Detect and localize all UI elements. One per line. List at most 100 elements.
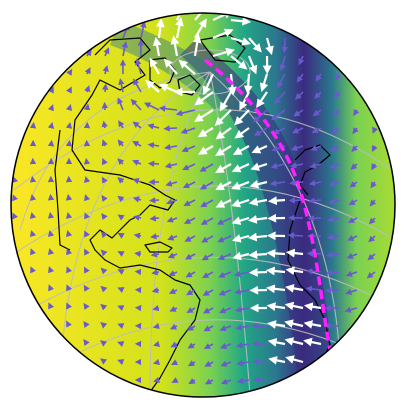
wind-arrow xyxy=(83,321,90,329)
wind-arrow xyxy=(333,91,341,99)
wind-arrow xyxy=(201,235,214,243)
wind-arrow xyxy=(329,162,340,169)
wind-arrow xyxy=(117,341,125,348)
wind-arrow xyxy=(232,251,250,261)
wind-arrow xyxy=(202,289,214,296)
wind-arrow xyxy=(298,55,305,66)
wind-arrow xyxy=(135,58,142,75)
wind-arrow xyxy=(100,340,108,347)
wind-arrow xyxy=(311,127,322,134)
wind-arrow xyxy=(270,162,286,170)
wind-arrow xyxy=(215,181,232,191)
wind-arrow xyxy=(253,376,268,383)
wind-arrow xyxy=(102,157,108,166)
wind-arrow xyxy=(247,55,258,75)
wind-arrow xyxy=(152,305,160,312)
wind-arrow xyxy=(133,214,142,221)
wind-arrow xyxy=(84,85,91,93)
wind-arrow xyxy=(187,360,196,367)
wind-arrow xyxy=(47,121,55,129)
wind-arrow xyxy=(118,120,125,129)
wind-arrow xyxy=(167,234,178,241)
wind-arrow xyxy=(48,86,54,94)
wind-arrow xyxy=(369,199,377,207)
wind-arrow xyxy=(101,194,108,202)
wind-arrow xyxy=(65,121,73,129)
wind-arrow xyxy=(175,109,196,117)
parallel-60 xyxy=(13,109,393,191)
coast-americas-west xyxy=(54,129,71,251)
wind-arrow xyxy=(200,217,214,225)
wind-arrow xyxy=(220,360,232,367)
wind-arrow xyxy=(117,195,125,203)
wind-arrow xyxy=(158,105,178,112)
wind-arrow xyxy=(188,377,196,385)
wind-arrow xyxy=(194,13,208,21)
wind-arrow xyxy=(251,144,268,154)
wind-arrow xyxy=(149,215,160,222)
wind-arrow xyxy=(284,337,304,346)
wind-arrow xyxy=(326,233,340,241)
wind-arrow xyxy=(133,78,142,93)
wind-arrow xyxy=(170,35,180,57)
wind-arrow xyxy=(84,194,91,202)
globe-outline xyxy=(10,12,396,398)
wind-arrow xyxy=(152,36,162,57)
wind-arrow xyxy=(219,91,232,112)
wind-arrow xyxy=(102,65,109,75)
wind-arrow xyxy=(296,73,304,83)
wind-arrow xyxy=(345,270,358,277)
wind-arrow xyxy=(181,145,196,153)
wind-arrow xyxy=(198,145,214,155)
wind-arrow xyxy=(144,102,160,111)
wind-arrow xyxy=(48,302,55,310)
wind-arrow xyxy=(83,103,91,111)
wind-arrow xyxy=(167,252,178,259)
wind-arrow xyxy=(215,127,232,140)
wind-arrow xyxy=(253,127,268,136)
wind-arrow xyxy=(265,266,286,276)
wind-arrow xyxy=(168,288,178,294)
wind-arrow xyxy=(233,270,250,278)
wind-arrow xyxy=(277,73,286,89)
wind-arrow xyxy=(235,324,250,331)
wind-arrow xyxy=(328,198,340,205)
wind-arrow xyxy=(234,109,250,126)
wind-arrow xyxy=(169,305,178,312)
wind-arrow xyxy=(326,251,340,258)
wind-arrow xyxy=(185,253,196,260)
wind-arrow xyxy=(66,302,72,310)
wind-arrow xyxy=(289,162,304,169)
wind-arrow xyxy=(140,21,147,39)
wind-arrow xyxy=(101,213,108,221)
wind-arrow xyxy=(218,271,232,278)
wind-arrow xyxy=(256,91,268,109)
wind-arrow xyxy=(100,231,108,239)
wind-arrow xyxy=(134,250,142,258)
wind-arrow xyxy=(259,73,269,93)
wind-arrow xyxy=(291,127,304,134)
wind-arrow xyxy=(307,215,322,222)
wind-arrow xyxy=(175,16,184,39)
wind-arrow xyxy=(249,179,268,189)
wind-arrow xyxy=(153,376,161,384)
wind-arrow xyxy=(194,109,214,122)
wind-arrow xyxy=(230,55,248,70)
wind-arrow xyxy=(366,271,376,279)
wind-arrow xyxy=(186,307,196,314)
wind-arrow xyxy=(117,323,125,330)
wind-arrow xyxy=(285,355,304,364)
wind-arrow xyxy=(353,108,360,117)
wind-arrow xyxy=(151,287,160,294)
wind-arrow xyxy=(65,193,73,201)
wind-arrow xyxy=(266,248,286,258)
wind-arrow xyxy=(100,358,108,365)
wind-arrow xyxy=(83,266,90,274)
wind-arrow xyxy=(130,98,142,111)
wind-arrow xyxy=(117,287,125,294)
wind-arrow xyxy=(48,284,55,292)
wind-arrow xyxy=(100,322,108,329)
wind-arrow xyxy=(84,212,91,220)
wind-arrow xyxy=(331,127,340,134)
